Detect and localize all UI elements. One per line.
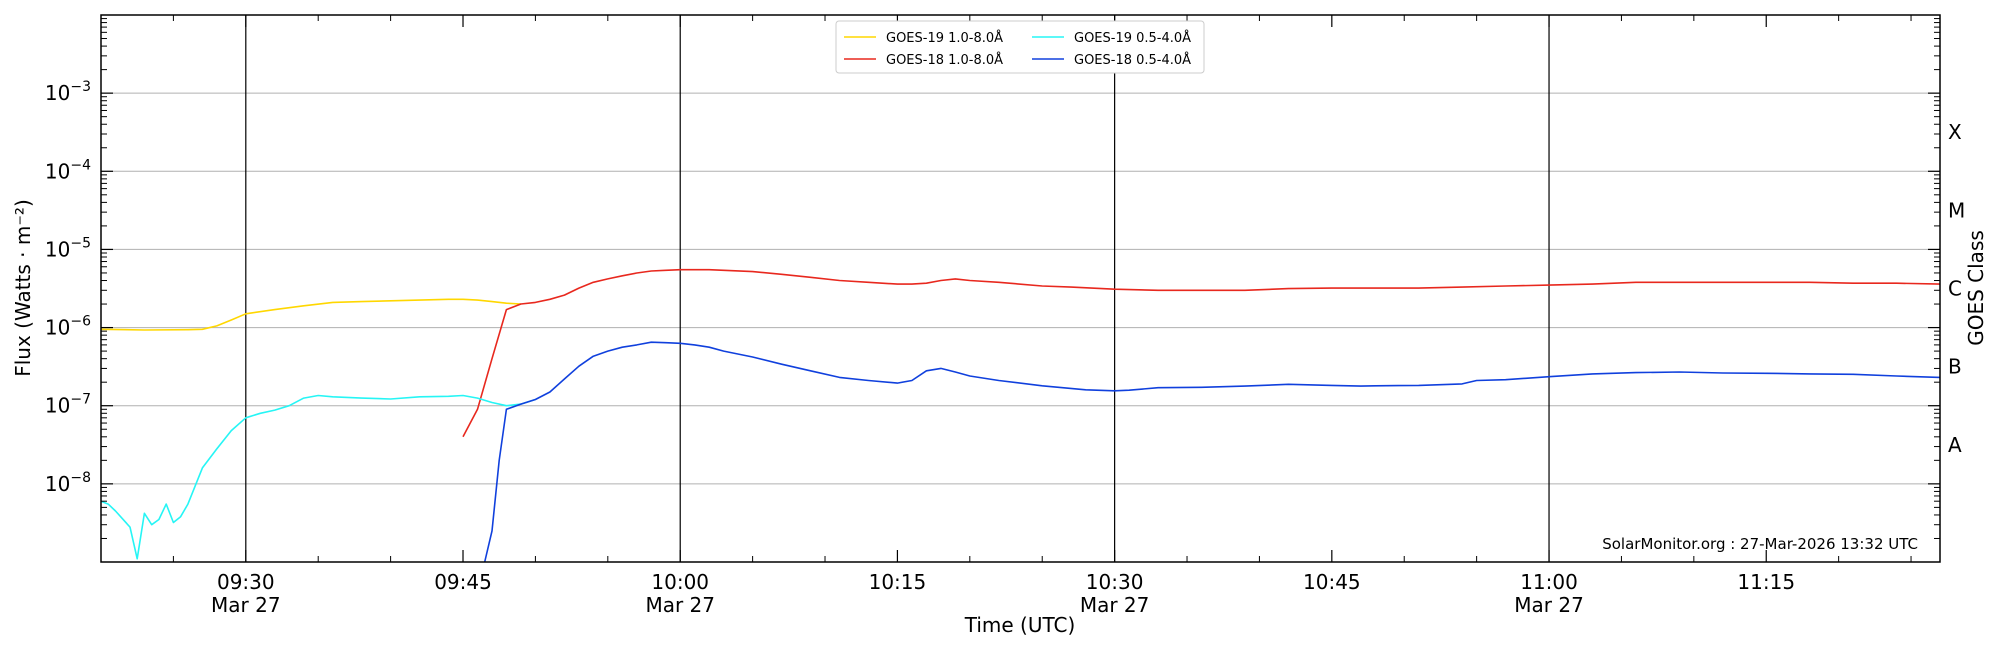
series-lines — [100, 268, 1941, 563]
series-line-2 — [100, 394, 536, 560]
y-tick-base: 10 — [45, 159, 70, 183]
y-tick-exponent: −8 — [70, 470, 91, 486]
grid-lines — [101, 92, 1940, 485]
legend-box — [835, 20, 1205, 74]
x-tick-label: 09:45 — [434, 570, 492, 594]
y-axis-label: Flux (Watts · m⁻²) — [11, 199, 35, 377]
x-tick-date-label: Mar 27 — [645, 593, 715, 617]
y-tick-label: 10−4 — [45, 157, 91, 183]
y-tick-base: 10 — [45, 394, 70, 418]
series-line-1 — [462, 268, 1941, 438]
y-tick-exponent: −5 — [70, 235, 91, 251]
legend: GOES-19 1.0-8.0Å GOES-18 1.0-8.0Å GOES-19 … — [835, 20, 1205, 74]
y-tick-label: 10−8 — [45, 470, 91, 496]
series-line-0 — [100, 298, 521, 331]
y-tick-exponent: −4 — [70, 157, 91, 173]
x-tick-label: 11:15 — [1737, 570, 1795, 594]
y-tick-label: 10−3 — [45, 79, 91, 105]
goes-class-label: A — [1948, 433, 1962, 457]
y-tick-label: 10−5 — [45, 235, 91, 261]
x-axis-label: Time (UTC) — [964, 613, 1076, 637]
x-tick-date-label: Mar 27 — [211, 593, 281, 617]
y-tick-label: 10−7 — [45, 392, 91, 418]
y-tick-exponent: −7 — [70, 392, 91, 408]
goes-class-label: B — [1948, 355, 1962, 379]
right-y-axis-label: GOES Class — [1964, 230, 1988, 346]
axis-ticks — [100, 15, 1940, 562]
plot-frame — [100, 14, 1941, 563]
x-tick-label: 10:15 — [869, 570, 927, 594]
credit-text: SolarMonitor.org : 27-Mar-2026 13:32 UTC — [1602, 535, 1918, 553]
x-tick-label: 10:30 — [1086, 570, 1144, 594]
goes-class-label: M — [1948, 198, 1965, 222]
x-tick-label: 10:45 — [1303, 570, 1361, 594]
series-line-3 — [483, 341, 1941, 563]
y-tick-base: 10 — [45, 472, 70, 496]
x-tick-date-label: Mar 27 — [1080, 593, 1150, 617]
y-tick-base: 10 — [45, 81, 70, 105]
x-tick-label: 11:00 — [1520, 570, 1578, 594]
legend-label: GOES-18 1.0-8.0Å — [886, 52, 1003, 68]
goes-class-label: C — [1948, 277, 1962, 301]
goes-class-label: X — [1948, 120, 1962, 144]
y-tick-base: 10 — [45, 316, 70, 340]
legend-label: GOES-19 0.5-4.0Å — [1074, 30, 1191, 46]
y-tick-exponent: −3 — [70, 79, 91, 95]
y-tick-exponent: −6 — [70, 314, 91, 330]
x-tick-label: 09:30 — [217, 570, 275, 594]
x-tick-date-label: Mar 27 — [1514, 593, 1584, 617]
legend-label: GOES-19 1.0-8.0Å — [886, 30, 1003, 46]
x-tick-label: 10:00 — [651, 570, 709, 594]
y-tick-label: 10−6 — [45, 314, 91, 340]
y-tick-base: 10 — [45, 237, 70, 261]
legend-label: GOES-18 0.5-4.0Å — [1074, 52, 1191, 68]
